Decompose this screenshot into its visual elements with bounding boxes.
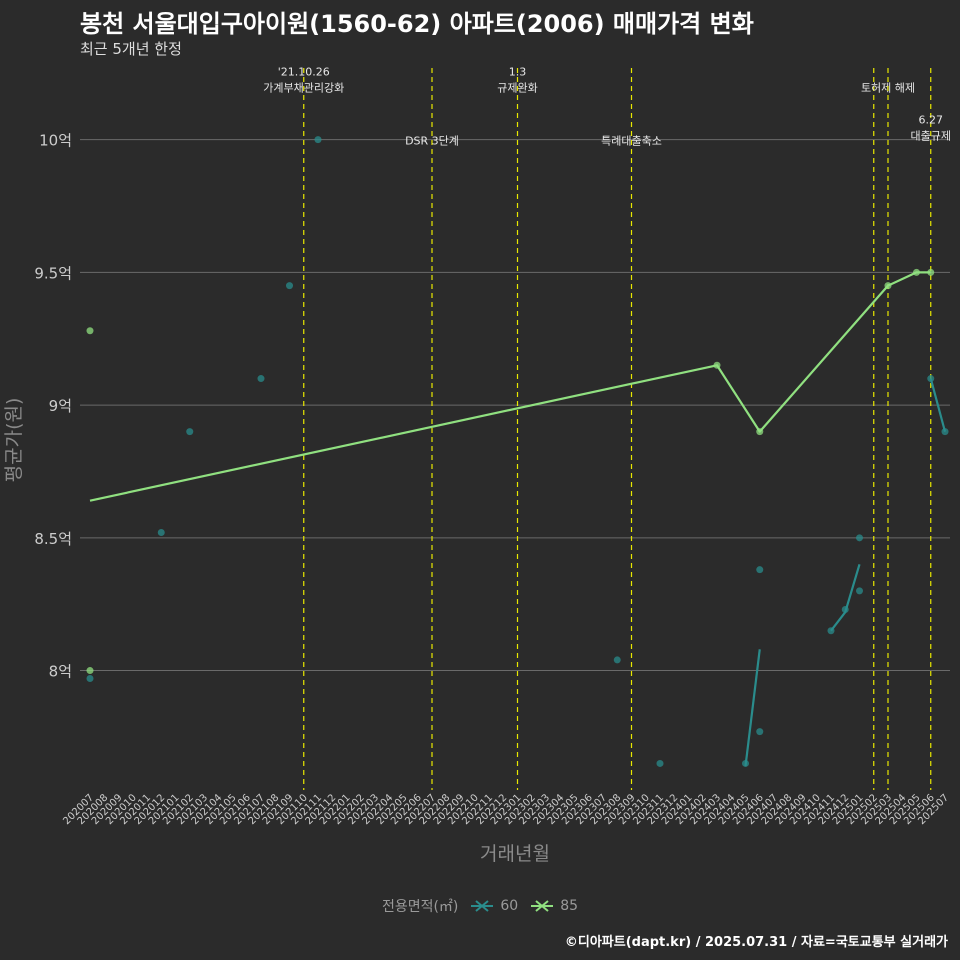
y-tick-label: 10억	[39, 132, 72, 150]
event-label: 규제완화	[497, 82, 537, 95]
series-85-point	[713, 361, 721, 369]
series-60-point	[86, 675, 94, 683]
event-label: '21.10.26	[278, 66, 330, 79]
series-85-point	[756, 428, 764, 436]
series-85-point	[86, 667, 94, 675]
series-60-point	[257, 375, 265, 383]
event-label: DSR 3단계	[405, 135, 459, 148]
series-60-point	[756, 728, 764, 736]
series-60-point	[856, 587, 863, 595]
legend-item-85: 85	[530, 896, 578, 916]
legend: 전용면적(㎡) 60 85	[0, 896, 960, 916]
footer-credit: ©디아파트(dapt.kr) / 2025.07.31 / 자료=국토교통부 실…	[564, 935, 948, 950]
series-60-point	[656, 759, 664, 767]
series-60-point	[613, 656, 621, 664]
legend-title: 전용면적(㎡)	[381, 899, 459, 915]
series-60-point	[941, 428, 949, 436]
y-axis: 8억 8.5억 9억 9.5억 10억	[34, 132, 72, 681]
y-axis-title: 평균가(원)	[3, 398, 25, 483]
x-axis: 2020072020082020092020102020112020122021…	[61, 792, 951, 827]
series-85-point	[884, 282, 892, 290]
y-tick-label: 9억	[49, 397, 72, 415]
series-85-point	[86, 327, 94, 335]
legend-key-85-icon	[531, 900, 554, 912]
y-tick-label: 9.5억	[34, 264, 72, 282]
y-tick-label: 8억	[49, 663, 72, 681]
event-label: 가계부채관리강화	[263, 82, 344, 95]
series-60-point	[314, 136, 322, 144]
series-85-point	[927, 268, 935, 276]
series-60-point	[186, 428, 194, 436]
grid-lines	[80, 139, 950, 672]
event-label: 특례대출축소	[601, 135, 662, 148]
series-60-point	[841, 605, 849, 613]
series-60-point	[927, 375, 935, 383]
legend-key-60-icon	[471, 900, 494, 912]
legend-label-85: 85	[560, 898, 579, 914]
y-tick-label: 8.5억	[34, 530, 72, 548]
event-label: 대출규제	[911, 129, 951, 142]
legend-item-60: 60	[470, 896, 518, 916]
data-points	[86, 136, 949, 767]
series-60-point	[856, 534, 863, 542]
series-60-line	[744, 649, 761, 767]
series-60-point	[157, 529, 165, 537]
series-85-point	[913, 268, 920, 276]
event-label: 6.27	[919, 113, 944, 126]
series-60-point	[742, 759, 749, 767]
x-axis-title: 거래년월	[480, 843, 550, 865]
chart-title: 봉천 서울대입구아이원(1560-62) 아파트(2006) 매매가격 변화	[80, 10, 754, 38]
series-60-line	[929, 378, 947, 432]
chart-subtitle: 최근 5개년 한정	[80, 40, 182, 58]
series-60-point	[756, 566, 764, 574]
series-85-line	[89, 271, 931, 502]
event-label: 1.3	[509, 66, 527, 79]
series-60-line	[830, 564, 861, 632]
legend-label-60: 60	[500, 898, 519, 914]
series-60-point	[286, 282, 293, 290]
series-60-point	[827, 627, 835, 635]
